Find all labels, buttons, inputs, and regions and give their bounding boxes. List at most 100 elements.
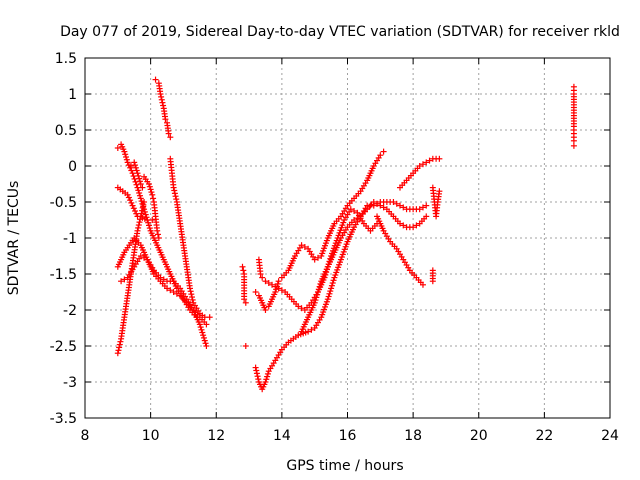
- data-point: [125, 194, 132, 201]
- data-point: [314, 254, 321, 261]
- data-point: [138, 210, 145, 217]
- data-point: [330, 277, 337, 284]
- data-point: [116, 341, 123, 348]
- data-point: [164, 285, 171, 292]
- data-point: [141, 206, 148, 213]
- data-point: [133, 210, 140, 217]
- data-point: [141, 254, 148, 261]
- data-point: [149, 191, 156, 198]
- data-point: [173, 196, 180, 203]
- data-point: [264, 373, 271, 380]
- data-point: [354, 215, 361, 222]
- data-point: [200, 332, 207, 339]
- data-point: [136, 190, 143, 196]
- data-point: [324, 296, 331, 303]
- chart-title: Day 077 of 2019, Sidereal Day-to-day VTE…: [60, 24, 620, 40]
- data-point: [311, 299, 318, 306]
- data-point: [135, 172, 142, 179]
- data-point: [117, 338, 124, 345]
- data-point: [129, 202, 136, 209]
- data-point: [264, 370, 271, 377]
- data-point: [410, 224, 417, 231]
- data-point: [134, 213, 141, 220]
- data-point: [325, 293, 332, 300]
- x-tick-label: 20: [470, 428, 488, 444]
- data-point: [317, 280, 324, 287]
- data-point: [272, 289, 279, 295]
- data-point: [252, 289, 259, 295]
- data-point: [152, 76, 159, 83]
- data-point: [136, 219, 143, 226]
- y-tick-label: -3: [63, 375, 77, 391]
- data-point: [155, 235, 162, 241]
- data-point: [147, 186, 154, 193]
- data-point: [123, 156, 130, 163]
- data-point: [132, 164, 139, 171]
- data-point: [139, 184, 146, 191]
- data-point: [135, 222, 142, 229]
- data-point: [134, 227, 141, 234]
- data-point: [132, 208, 139, 214]
- data-point: [298, 305, 305, 312]
- x-axis-label: GPS time / hours: [286, 458, 403, 474]
- data-point: [278, 287, 285, 294]
- y-tick-label: -1: [63, 231, 77, 247]
- data-point: [242, 343, 249, 349]
- data-point: [173, 290, 180, 297]
- data-point: [316, 283, 323, 290]
- data-point: [188, 294, 195, 301]
- data-point: [137, 195, 144, 202]
- data-point: [305, 328, 312, 335]
- data-point: [188, 291, 195, 298]
- data-point: [124, 159, 131, 166]
- data-point: [314, 291, 321, 298]
- data-point: [118, 278, 125, 285]
- data-point: [155, 231, 162, 238]
- data-point: [263, 376, 270, 383]
- y-tick-label: 1: [68, 87, 77, 103]
- data-point: [167, 134, 174, 141]
- data-point: [419, 161, 426, 168]
- data-point: [269, 281, 276, 288]
- data-point: [145, 181, 152, 187]
- data-point: [136, 192, 143, 199]
- data-point: [436, 188, 443, 195]
- data-point: [423, 202, 430, 209]
- data-point: [374, 200, 381, 207]
- data-point: [239, 263, 246, 270]
- x-tick-label: 24: [601, 428, 619, 444]
- data-point: [275, 278, 282, 285]
- data-point: [311, 256, 318, 263]
- axis-ticks: 8 10 12 14 16 18 20 22 24-3.5-3-2.5-2-1.5-1-0.50…: [50, 51, 619, 444]
- data-point: [197, 324, 204, 331]
- x-tick-label: 8: [81, 428, 90, 444]
- data-point: [206, 314, 213, 321]
- data-point: [139, 200, 146, 207]
- data-point: [154, 227, 161, 234]
- data-point: [315, 286, 322, 293]
- data-point: [308, 326, 315, 333]
- data-point: [116, 344, 123, 351]
- data-point: [390, 199, 397, 205]
- data-point: [328, 285, 335, 292]
- data-point: [201, 337, 208, 344]
- data-point: [240, 267, 247, 274]
- data-point: [142, 211, 149, 218]
- data-point: [351, 208, 358, 214]
- data-point: [253, 367, 260, 374]
- data-point: [312, 297, 319, 304]
- y-tick-label: -1.5: [50, 267, 77, 283]
- data-point: [570, 137, 577, 144]
- data-point: [133, 181, 140, 188]
- data-point: [416, 206, 423, 213]
- data-point: [351, 217, 358, 223]
- data-point: [121, 276, 128, 283]
- data-point: [170, 184, 177, 191]
- data-point: [167, 287, 174, 294]
- data-point: [189, 296, 196, 303]
- grid: [85, 58, 610, 418]
- y-tick-label: 0.5: [55, 123, 77, 139]
- data-point: [416, 163, 423, 169]
- y-tick-label: -2: [63, 303, 77, 319]
